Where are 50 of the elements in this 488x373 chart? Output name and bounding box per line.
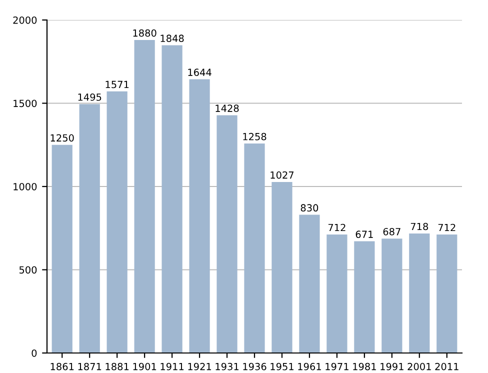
- data-label: 830: [300, 204, 318, 212]
- bar: [106, 91, 128, 353]
- x-tick-label: 1971: [326, 362, 348, 370]
- bar: [79, 104, 100, 353]
- bar: [52, 144, 72, 353]
- data-label: 671: [356, 230, 373, 238]
- bar: [162, 45, 182, 353]
- data-label: 718: [410, 222, 428, 230]
- x-tick-label: 2001: [408, 362, 431, 370]
- bar: [134, 40, 155, 353]
- x-tick-label: 2011: [435, 362, 458, 370]
- data-label: 1428: [216, 104, 239, 112]
- data-label: 1848: [160, 34, 184, 42]
- x-tick-label: 1901: [133, 362, 156, 370]
- data-label: 1250: [50, 134, 74, 142]
- data-label: 712: [438, 224, 456, 232]
- data-label: 687: [383, 228, 400, 236]
- x-tick-label: 1871: [78, 362, 102, 370]
- x-tick-label: 1931: [216, 362, 238, 370]
- data-label: 1571: [106, 80, 129, 88]
- data-label: 1027: [270, 171, 294, 179]
- x-tick-label: 1911: [160, 362, 184, 370]
- x-tick-label: 1921: [188, 362, 212, 370]
- bar: [409, 233, 430, 353]
- bar: [382, 238, 402, 353]
- x-tick-label: 1991: [380, 362, 404, 370]
- bar: [326, 234, 348, 353]
- data-label: 712: [328, 224, 346, 232]
- bar: [354, 241, 375, 353]
- x-tick-label: 1951: [270, 362, 294, 370]
- bar: [436, 234, 458, 353]
- y-tick-label: 1500: [14, 100, 37, 108]
- bar: [272, 182, 292, 353]
- data-label: 1495: [78, 93, 102, 101]
- x-tick-label: 1881: [106, 362, 129, 370]
- x-tick-label: 1936: [243, 362, 266, 370]
- data-label: 1880: [133, 29, 156, 37]
- y-tick-label: 0: [32, 349, 37, 357]
- y-tick-label: 500: [19, 266, 37, 274]
- y-tick-label: 2000: [13, 16, 37, 24]
- data-label: 1258: [243, 132, 266, 140]
- bar: [299, 214, 320, 353]
- x-tick-label: 1961: [298, 362, 321, 370]
- data-label: 1644: [188, 68, 212, 76]
- x-tick-label: 1861: [50, 362, 74, 370]
- x-tick-label: 1981: [353, 362, 376, 370]
- bar: [216, 115, 238, 353]
- y-tick-label: 1000: [14, 182, 37, 190]
- bar: [244, 144, 265, 353]
- bar: [189, 79, 210, 353]
